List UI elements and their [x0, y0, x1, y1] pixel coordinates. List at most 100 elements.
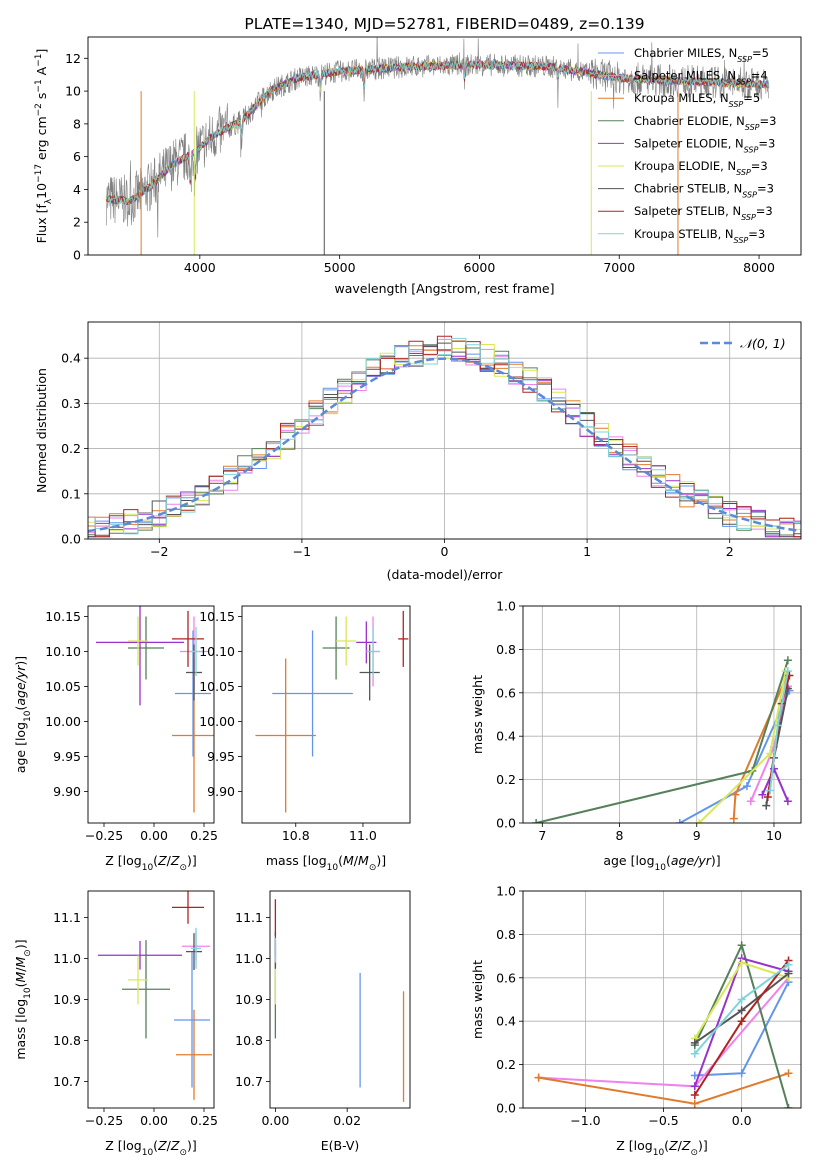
- y-tick-label: 10.10: [45, 644, 81, 659]
- y-tick-label: 0.8: [496, 642, 516, 657]
- y-tick-label: 0.4: [496, 1014, 516, 1029]
- legend-label: 𝒩(0, 1): [740, 336, 786, 351]
- y-tick-label: 2: [73, 215, 81, 230]
- x-axis-label: Z [log10(Z/Z⊙)]: [616, 1138, 708, 1158]
- x-tick-label: 10: [766, 828, 782, 843]
- weight-marker: [690, 1071, 699, 1080]
- plot-area: [88, 335, 801, 538]
- x-tick-label: −1: [293, 544, 311, 559]
- y-tick-label: 10.05: [199, 679, 235, 694]
- errorbar-point: [128, 955, 148, 1005]
- plot-area: [98, 891, 212, 1100]
- y-tick-label: 10.15: [45, 609, 81, 624]
- legend-label: Salpeter STELIB, NSSP=3: [634, 204, 773, 222]
- legend-label: Salpeter MILES, NSSP=4: [634, 69, 768, 87]
- weight-marker: [773, 721, 782, 730]
- weight-marker: [784, 1104, 793, 1108]
- x-tick-label: −0.25: [85, 828, 123, 843]
- x-axis-label: wavelength [Angstrom, rest frame]: [334, 281, 554, 296]
- y-tick-label: 11.1: [53, 910, 81, 925]
- x-tick-label: −1.0: [570, 1113, 600, 1128]
- weight-marker: [690, 1049, 699, 1058]
- weight-vs-metallicity-panel: −1.0 −0.5 0.0 0.0 0.2 0.4 0.6 0.8 1.0 Z [log10(Z/…: [470, 884, 802, 1158]
- weight-marker: [737, 995, 746, 1004]
- axes-frame: [241, 605, 411, 824]
- x-tick-label: 0: [441, 544, 449, 559]
- errorbar-point: [128, 616, 148, 666]
- plot-area: [532, 656, 794, 823]
- x-axis-label: E(B-V): [321, 1138, 360, 1153]
- errorbar-point: [255, 658, 316, 813]
- y-tick-label: 12: [65, 51, 81, 66]
- y-tick-label: 1.0: [496, 599, 516, 614]
- weight-vs-age-panel: 7 8 9 10 0.0 0.2 0.4 0.6 0.8 1.0 age [log10(age/yr…: [470, 599, 802, 873]
- plot-area: [274, 899, 405, 1102]
- y-tick-label: 9.90: [207, 784, 235, 799]
- y-tick-label: 0.6: [496, 970, 516, 985]
- y-tick-label: 10.9: [235, 992, 263, 1007]
- y-tick-label: 6: [73, 149, 81, 164]
- weight-marker: [766, 749, 775, 758]
- spectrum-panel: 4000 5000 6000 7000 8000 0 2 4 6 8 10 12 PLATE=1340,…: [34, 15, 802, 296]
- axes-frame: [269, 890, 411, 1109]
- errorbar-point: [176, 1009, 212, 1100]
- x-tick-label: 2: [726, 544, 734, 559]
- x-tick-label: 9: [693, 828, 701, 843]
- y-tick-label: 10.8: [235, 1033, 263, 1048]
- weight-marker: [690, 1082, 699, 1091]
- errorbar-point: [172, 610, 204, 667]
- weight-marker: [675, 819, 684, 823]
- x-tick-label: 0.02: [333, 1113, 361, 1128]
- chart-title: PLATE=1340, MJD=52781, FIBERID=0489, z=0…: [244, 15, 644, 33]
- y-tick-label: 10.15: [199, 609, 235, 624]
- weight-marker: [783, 667, 792, 676]
- y-axis-label: Flux [fλ10−17 erg cm−2 s−1 A−1]: [34, 49, 54, 244]
- legend-label: Kroupa STELIB, NSSP=3: [634, 227, 765, 245]
- errorbar-point: [96, 606, 184, 706]
- plot-area: [96, 606, 214, 813]
- weight-marker: [534, 1073, 543, 1082]
- weight-marker: [784, 969, 793, 978]
- plot-area: [105, 37, 770, 255]
- y-tick-label: 9.90: [53, 784, 81, 799]
- weight-marker: [746, 797, 755, 806]
- weight-marker: [690, 1090, 699, 1099]
- legend-label: Kroupa MILES, NSSP=5: [634, 91, 760, 109]
- plot-area: [534, 941, 793, 1108]
- x-tick-label: −0.25: [85, 1113, 123, 1128]
- weight-marker: [695, 819, 704, 823]
- errorbar-point: [172, 891, 204, 924]
- y-axis-label: mass weight: [470, 960, 485, 1039]
- y-tick-label: 11.0: [235, 951, 263, 966]
- model-spectrum-line: [105, 60, 770, 206]
- x-tick-label: 5000: [324, 260, 356, 275]
- age-vs-mass-panel: 10.8 11.0 9.90 9.95 10.00 10.05 10.10 10.15 mass…: [199, 605, 411, 873]
- x-tick-label: 7000: [603, 260, 635, 275]
- weight-marker: [766, 786, 775, 795]
- y-tick-label: 0.2: [496, 1057, 516, 1072]
- errorbar-point: [186, 933, 202, 971]
- y-tick-label: 10.9: [53, 992, 81, 1007]
- y-tick-label: 10.00: [45, 714, 81, 729]
- y-axis-label: age [log10(age/yr)]: [13, 656, 33, 773]
- weight-marker: [729, 814, 738, 823]
- y-axis-label: mass weight: [470, 675, 485, 754]
- y-tick-label: 1.0: [496, 884, 516, 899]
- weight-marker: [784, 960, 793, 969]
- axes-frame: [87, 890, 215, 1109]
- errorbar-point: [122, 940, 170, 1039]
- errorbar-point: [186, 644, 202, 701]
- axes-frame: [522, 890, 802, 1109]
- normal-curve-line: [88, 357, 801, 533]
- x-axis-label: Z [log10(Z/Z⊙)]: [105, 853, 197, 873]
- x-tick-label: 0.00: [140, 1113, 168, 1128]
- weight-marker: [784, 1069, 793, 1078]
- legend-label: Chabrier ELODIE, NSSP=3: [634, 114, 776, 132]
- x-tick-label: 0.25: [190, 1113, 218, 1128]
- x-tick-label: 0.0: [732, 1113, 752, 1128]
- x-tick-label: 8: [616, 828, 624, 843]
- legend-label: Chabrier MILES, NSSP=5: [634, 46, 769, 64]
- weight-marker: [783, 656, 792, 665]
- mass-vs-metallicity-panel: −0.25 0.00 0.25 10.7 10.8 10.9 11.0 11.1 Z [log1…: [13, 890, 218, 1158]
- weight-marker: [737, 1017, 746, 1026]
